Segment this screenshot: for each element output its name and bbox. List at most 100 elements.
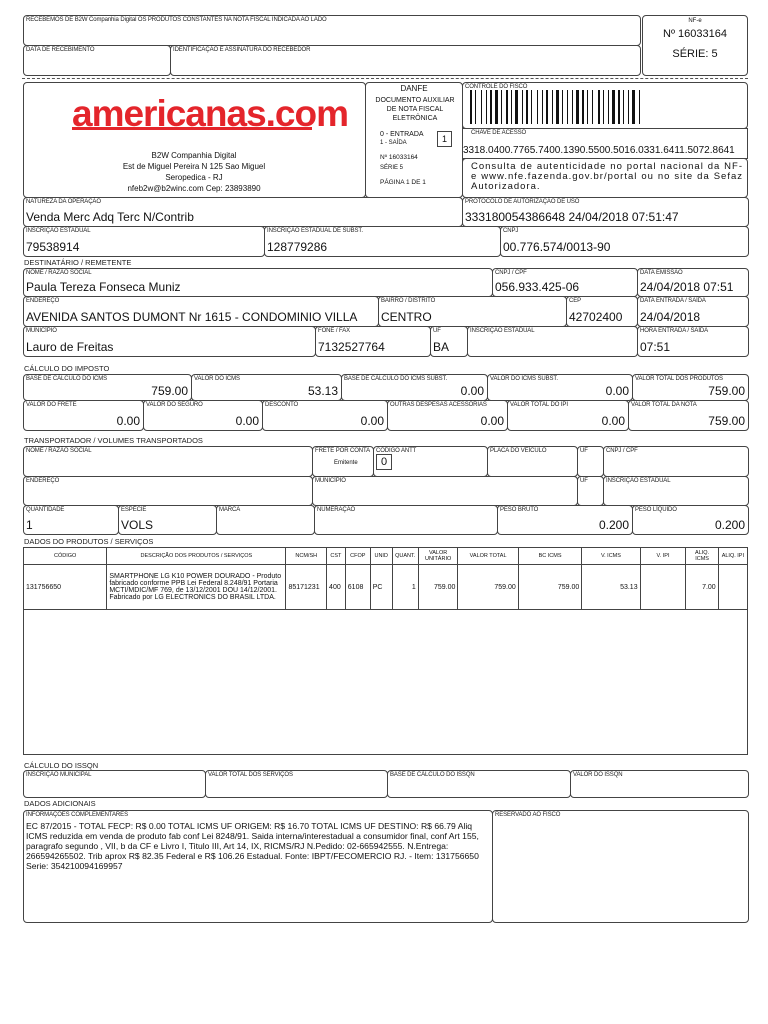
barcode-bar [580,90,581,124]
barcode-bar [481,90,482,124]
field-dest-bairro: BAIRRO / DISTRITO CENTRO [378,296,567,327]
column-header: NCM/SH [285,547,328,565]
field-value: 0.00 [116,414,140,428]
field-label: CÓDIGO ANTT [376,448,417,454]
field-v-icms: VALOR DO ICMS 53.13 [191,374,342,401]
barcode-bar [531,90,532,124]
field-value: 1 [26,518,33,532]
field-dest-endereco: ENDEREÇO AVENIDA SANTOS DUMONT Nr 1615 - … [23,296,379,327]
logo-underline [72,127,312,130]
barcode-bar [546,90,548,124]
section-adicionais: DADOS ADICIONAIS [24,799,96,808]
field-value: 759.00 [708,384,745,398]
danfe-type-value: 1 [437,131,452,147]
field-value: EC 87/2015 - TOTAL FECP: R$ 0.00 TOTAL I… [26,821,479,871]
field-value: 759.00 [708,414,745,428]
barcode-bar [574,90,575,124]
barcode [470,90,742,124]
barcode-bar [616,90,617,124]
field-value: 24/04/2018 07:51 [640,280,734,294]
emitter-box [23,82,366,198]
table-cell: 759.00 [517,564,583,610]
field-t-placa: PLACA DO VEÍCULO [487,446,578,477]
field-dest-cpf: CNPJ / CPF 056.933.425-06 [492,268,638,297]
field-label: BAIRRO / DISTRITO [381,298,436,304]
barcode-bar [490,90,492,124]
field-value: 0.200 [598,518,629,532]
danfe-saida: 1 - SAÍDA [380,140,407,146]
products-header-row: CÓDIGO DESCRIÇÃO DOS PRODUTOS / SERVIÇOS N… [22,547,749,565]
field-value: Paula Tereza Fonseca Muniz [26,280,181,294]
barcode-bar [630,90,631,124]
field-label: CNPJ / CPF [606,448,638,454]
barcode-bar [499,90,500,124]
danfe-number: Nº 16033164 [380,154,418,161]
field-value: 056.933.425-06 [495,280,580,294]
field-value: Venda Merc Adq Terc N/Contrib [26,210,194,224]
field-label: MARCA [219,507,241,513]
frete-text: Emitente [334,460,358,466]
field-t-municipio: MUNICÍPIO [312,476,578,506]
barcode-bar [576,90,579,124]
barcode-bar [509,90,510,124]
field-label: MUNICÍPIO [315,478,346,484]
barcode-bar [539,90,541,124]
field-label: NATUREZA DA OPERAÇÃO [26,199,101,205]
field-t-liquido: PESO LÍQUIDO 0.200 [632,505,749,535]
field-value: 0.00 [480,414,504,428]
receipt-date-box: DATA DE RECEBIMENTO [23,45,171,76]
column-header: VALOR UNITÁRIO [417,547,459,565]
field-label: INSCRIÇÃO MUNICIPAL [26,772,92,778]
field-iss-bc: BASE DE CÁLCULO DO ISSQN [387,770,571,798]
barcode-bar [475,90,476,124]
field-v-ipi: VALOR TOTAL DO IPI 0.00 [507,400,629,431]
field-label: CNPJ [503,228,519,234]
barcode-bar [625,90,627,124]
field-t-especie: ESPÉCIE VOLS [118,505,217,535]
barcode-bar [554,90,555,124]
barcode-bar [477,90,480,124]
field-label: VALOR TOTAL DOS SERVIÇOS [208,772,293,778]
field-v-prod: VALOR TOTAL DOS PRODUTOS 759.00 [632,374,749,401]
field-label: QUANTIDADE [26,507,65,513]
field-label: FRETE POR CONTA [315,448,371,454]
field-outras: OUTRAS DESPESAS ACESSÓRIAS 0.00 [387,400,508,431]
table-cell: 131756650 [22,564,108,610]
field-t-marca: MARCA [216,505,315,535]
field-label: VALOR DO SEGURO [146,402,203,408]
field-t-bruto: PESO BRUTO 0.200 [497,505,633,535]
barcode-bar [618,90,620,124]
consult-box: Consulta de autenticidade no portal naci… [462,158,748,198]
field-v-nota: VALOR TOTAL DA NOTA 759.00 [628,400,749,431]
barcode-bar [511,90,512,124]
field-label: FONE / FAX [318,328,351,334]
section-destinatario: DESTINATÁRIO / REMETENTE [24,258,132,267]
barcode-bar [483,90,485,124]
field-value: 0.00 [460,384,484,398]
field-reservado: RESERVADO AO FISCO [492,810,749,923]
barcode-bar [639,90,640,124]
column-header: CST [326,547,346,565]
barcode-bar [556,90,559,124]
receipt-statement-box: RECEBEMOS DE B2W Companhia Digital OS PR… [23,15,641,46]
table-cell: 6108 [344,564,371,610]
field-iss-vs: VALOR TOTAL DOS SERVIÇOS [205,770,388,798]
field-label: INSCRIÇÃO ESTADUAL [470,328,535,334]
field-value: 333180054386648 24/04/2018 07:51:47 [465,210,679,224]
barcode-bar [610,90,611,124]
field-ie-subst: INSCRIÇÃO ESTADUAL DE SUBST. 128779286 [264,226,501,257]
field-bc-icms-st: BASE DE CÁLCULO DO ICMS SUBST. 0.00 [341,374,488,401]
receipt-date-label: DATA DE RECEBIMENTO [26,47,95,53]
barcode-bar [522,90,523,124]
barcode-bar [562,90,563,124]
field-label: VALOR DO ICMS SUBST. [490,376,558,382]
field-natureza: NATUREZA DA OPERAÇÃO Venda Merc Adq Terc … [23,197,463,227]
table-cell [717,564,749,610]
access-key-box: CHAVE DE ACESSO 3318.0400.7765.7400.1390… [462,128,748,159]
barcode-bar [495,90,498,124]
field-label: INSCRIÇÃO ESTADUAL [26,228,91,234]
barcode-bar [529,90,530,124]
table-cell: 53.13 [581,564,641,610]
barcode-bar [582,90,584,124]
column-header: CÓDIGO [22,547,108,565]
